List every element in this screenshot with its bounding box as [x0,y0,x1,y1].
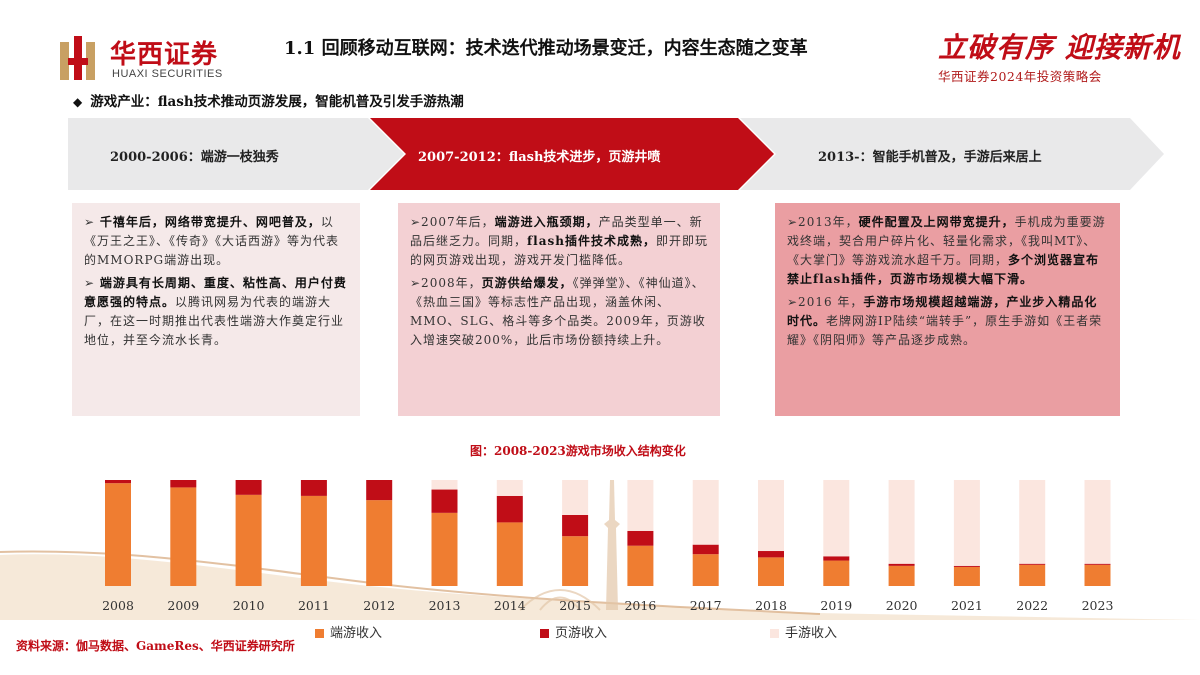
bar-2023-series-1 [1084,563,1111,565]
era-box-web-games: ➢2007年后，端游进入瓶颈期，产品类型单一、新品后继乏力。同期，flash插件… [398,203,720,416]
bar-2013-series-0 [431,512,458,586]
bar-2013-series-1 [431,489,458,513]
bar-2014-series-1 [496,495,523,523]
bar-2017-series-1 [692,544,719,555]
conference-name: 华西证券2024年投资策略会 [938,69,1102,84]
bar-2022-series-1 [1019,563,1046,565]
bar-2010-series-0 [235,494,262,586]
timeline-arrow-3 [740,118,1164,190]
revenue-structure-chart: 2008 2009 2010 2011 2012 2013 2014 2015 2016 2017… [0,480,1200,620]
legend-swatch [540,629,549,638]
bar-2022-series-2 [1019,480,1046,564]
bar-2015-series-1 [562,514,589,537]
bar-2019-series-2 [823,480,850,557]
x-tick-label: 2011 [298,598,330,613]
bar-2017-series-2 [692,480,719,545]
bar-2021-series-2 [953,480,980,566]
x-tick-label: 2020 [886,598,918,613]
bar-2020-series-0 [888,565,915,586]
huaxi-logo-icon [60,36,95,80]
x-tick-label: 2021 [951,598,983,613]
timeline-label-3: 2013-：智能手机普及，手游后来居上 [818,150,1042,165]
era-box-pc-games: ➢ 千禧年后，网络带宽提升、网吧普及，以《万王之王》、《传奇》《大话西游》等为代… [72,203,360,416]
bar-2013-series-2 [431,480,458,490]
slogan: 立破有序 迎接新机 [938,31,1181,64]
legend-item-mobile: 手游收入 [770,622,837,641]
bridge-silhouette-icon [519,589,601,611]
page-title: 1.1 回顾移动互联网：技术迭代推动场景变迁，内容生态随之变革 [284,38,808,59]
bar-2016-series-2 [627,480,654,531]
x-tick-label: 2018 [755,598,787,613]
x-tick-label: 2008 [102,598,134,613]
era-paragraph: ➢2007年后，端游进入瓶颈期，产品类型单一、新品后继乏力。同期，flash插件… [410,215,709,267]
bar-2023-series-2 [1084,480,1111,564]
bar-2017-series-0 [692,554,719,586]
era-paragraph: ➢ 端游具有长周期、重度、粘性高、用户付费意愿强的特点。以腾讯网易为代表的端游大… [84,276,347,347]
bar-2009-series-0 [170,487,197,586]
timeline-label-1: 2000-2006：端游一枝独秀 [110,150,279,165]
bar-2008-series-1 [105,480,131,484]
logo-chinese-name: 华西证券 [110,40,219,70]
chart-title: 图：2008-2023游戏市场收入结构变化 [470,444,686,458]
x-tick-label: 2014 [494,598,526,613]
bar-2019-series-0 [823,560,850,586]
x-tick-label: 2019 [820,598,852,613]
x-tick-label: 2009 [167,598,199,613]
x-tick-label: 2010 [233,598,265,613]
bar-2008-series-0 [105,483,131,586]
legend-swatch [770,629,779,638]
timeline-label-2: 2007-2012：flash技术进步，页游井喷 [418,150,661,165]
x-tick-label: 2022 [1016,598,1048,613]
timeline-arrows [68,118,1164,190]
x-tick-label: 2017 [690,598,722,613]
bar-2014-series-2 [496,480,523,496]
bar-2016-series-0 [627,545,654,586]
bar-2018-series-0 [758,557,784,586]
timeline-arrow-1 [68,118,404,190]
legend-item-pc: 端游收入 [315,622,382,641]
section-heading: ◆ 游戏产业：flash技术推动页游发展，智能机普及引发手游热潮 [73,90,464,110]
bar-2011-series-0 [300,495,327,586]
bar-2019-series-1 [823,556,850,561]
era-paragraph: ➢ 千禧年后，网络带宽提升、网吧普及，以《万王之王》、《传奇》《大话西游》等为代… [84,215,340,267]
timeline-arrow-2 [370,118,774,190]
x-tick-label: 2023 [1082,598,1114,613]
bar-2009-series-1 [170,480,197,488]
tower-silhouette-icon [604,480,620,610]
era-paragraph: ➢2008年，页游供给爆发，《弹弹堂》、《神仙道》、《热血三国》等标志性产品出现… [410,276,706,347]
bar-2023-series-0 [1084,564,1111,586]
bar-2010-series-1 [235,480,262,495]
era-paragraph: ➢2013年，硬件配置及上网带宽提升，手机成为重要游戏终端，契合用户碎片化、轻量… [787,215,1106,286]
x-tick-label: 2013 [429,598,461,613]
bar-2021-series-0 [953,566,980,586]
bar-2011-series-1 [300,480,327,496]
bar-2012-series-0 [366,500,393,586]
legend-item-web: 页游收入 [540,622,607,641]
x-tick-label: 2016 [624,598,656,613]
bar-2018-series-2 [758,480,784,552]
bar-2015-series-0 [562,536,589,586]
era-box-mobile-games: ➢2013年，硬件配置及上网带宽提升，手机成为重要游戏终端，契合用户碎片化、轻量… [775,203,1120,416]
bar-2021-series-1 [953,565,980,567]
logo-english-name: HUAXI SECURITIES [112,68,223,80]
x-tick-label: 2015 [559,598,591,613]
bar-2020-series-1 [888,563,915,566]
decorative-wave [0,554,1200,620]
legend-swatch [315,629,324,638]
diamond-bullet-icon: ◆ [73,95,83,109]
bar-2018-series-1 [758,551,784,558]
bar-2016-series-1 [627,530,654,546]
bar-2012-series-1 [366,480,393,501]
company-logo: 华西证券 HUAXI SECURITIES [60,32,250,84]
x-tick-label: 2012 [363,598,395,613]
bar-2015-series-2 [562,480,589,515]
bar-2022-series-0 [1019,564,1046,586]
bar-2014-series-0 [496,522,523,586]
data-source: 资料来源：伽马数据、GameRes、华西证券研究所 [16,639,295,653]
bar-2020-series-2 [888,480,915,564]
era-paragraph: ➢2016 年，手游市场规模超越端游，产业步入精品化时代。老牌网游IP陆续“端转… [787,295,1103,347]
section-heading-text: 游戏产业：flash技术推动页游发展，智能机普及引发手游热潮 [90,94,464,110]
